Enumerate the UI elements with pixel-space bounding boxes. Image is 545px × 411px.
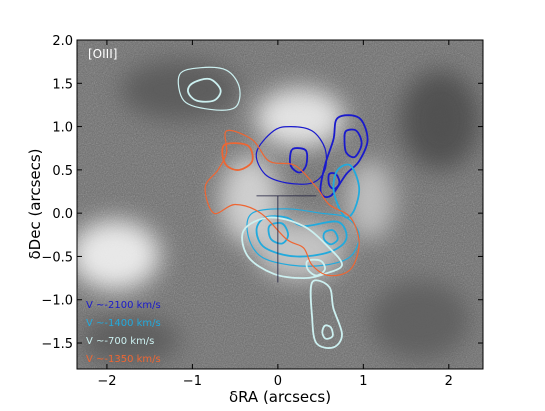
legend-entry: V ~-1400 km/s bbox=[86, 318, 161, 329]
contour-line bbox=[204, 129, 360, 277]
y-axis-label: δDec (arcsecs) bbox=[26, 148, 44, 259]
contour-series-4 bbox=[204, 129, 360, 277]
legend-entry: V ~-1350 km/s bbox=[86, 354, 161, 365]
legend: V ~-2100 km/s V ~-1400 km/s V ~-700 km/s V … bbox=[86, 300, 161, 365]
panel-label: [OIII] bbox=[88, 47, 117, 61]
contour-line bbox=[309, 279, 343, 349]
contour-series-1 bbox=[255, 114, 369, 198]
y-tick-label: 0.5 bbox=[52, 164, 73, 179]
legend-entry: V ~-2100 km/s bbox=[86, 300, 161, 311]
center-marker bbox=[256, 195, 317, 283]
contour-line bbox=[177, 66, 241, 111]
contour-line bbox=[255, 125, 328, 185]
y-tick-label: 1.0 bbox=[52, 121, 73, 136]
contour-line bbox=[322, 229, 339, 246]
y-tick-label: 1.5 bbox=[52, 77, 73, 92]
contour-line bbox=[221, 142, 254, 171]
x-axis-label: δRA (arcsecs) bbox=[229, 388, 331, 406]
contour-line bbox=[241, 216, 343, 280]
y-tick-label: −1.5 bbox=[41, 337, 73, 352]
contour-line bbox=[246, 208, 360, 267]
contour-line bbox=[332, 163, 361, 219]
x-tick-label: −1 bbox=[183, 374, 202, 389]
y-tick-label: 0.0 bbox=[52, 207, 73, 222]
y-tick-label: 2.0 bbox=[52, 34, 73, 49]
y-tick-label: −0.5 bbox=[41, 250, 73, 265]
contour-line bbox=[321, 324, 334, 340]
contour-series-3 bbox=[177, 66, 343, 349]
contour-line bbox=[267, 222, 290, 245]
x-tick-label: −2 bbox=[97, 374, 116, 389]
y-tick-label: −1.0 bbox=[41, 294, 73, 309]
x-tick-label: 0 bbox=[274, 374, 282, 389]
x-tick-label: 2 bbox=[445, 374, 453, 389]
x-tick-label: 1 bbox=[359, 374, 367, 389]
contour-line bbox=[289, 147, 309, 174]
legend-entry: V ~-700 km/s bbox=[86, 336, 154, 347]
contour-line bbox=[187, 77, 222, 103]
plot-frame bbox=[76, 39, 484, 370]
contour-line bbox=[343, 128, 363, 159]
